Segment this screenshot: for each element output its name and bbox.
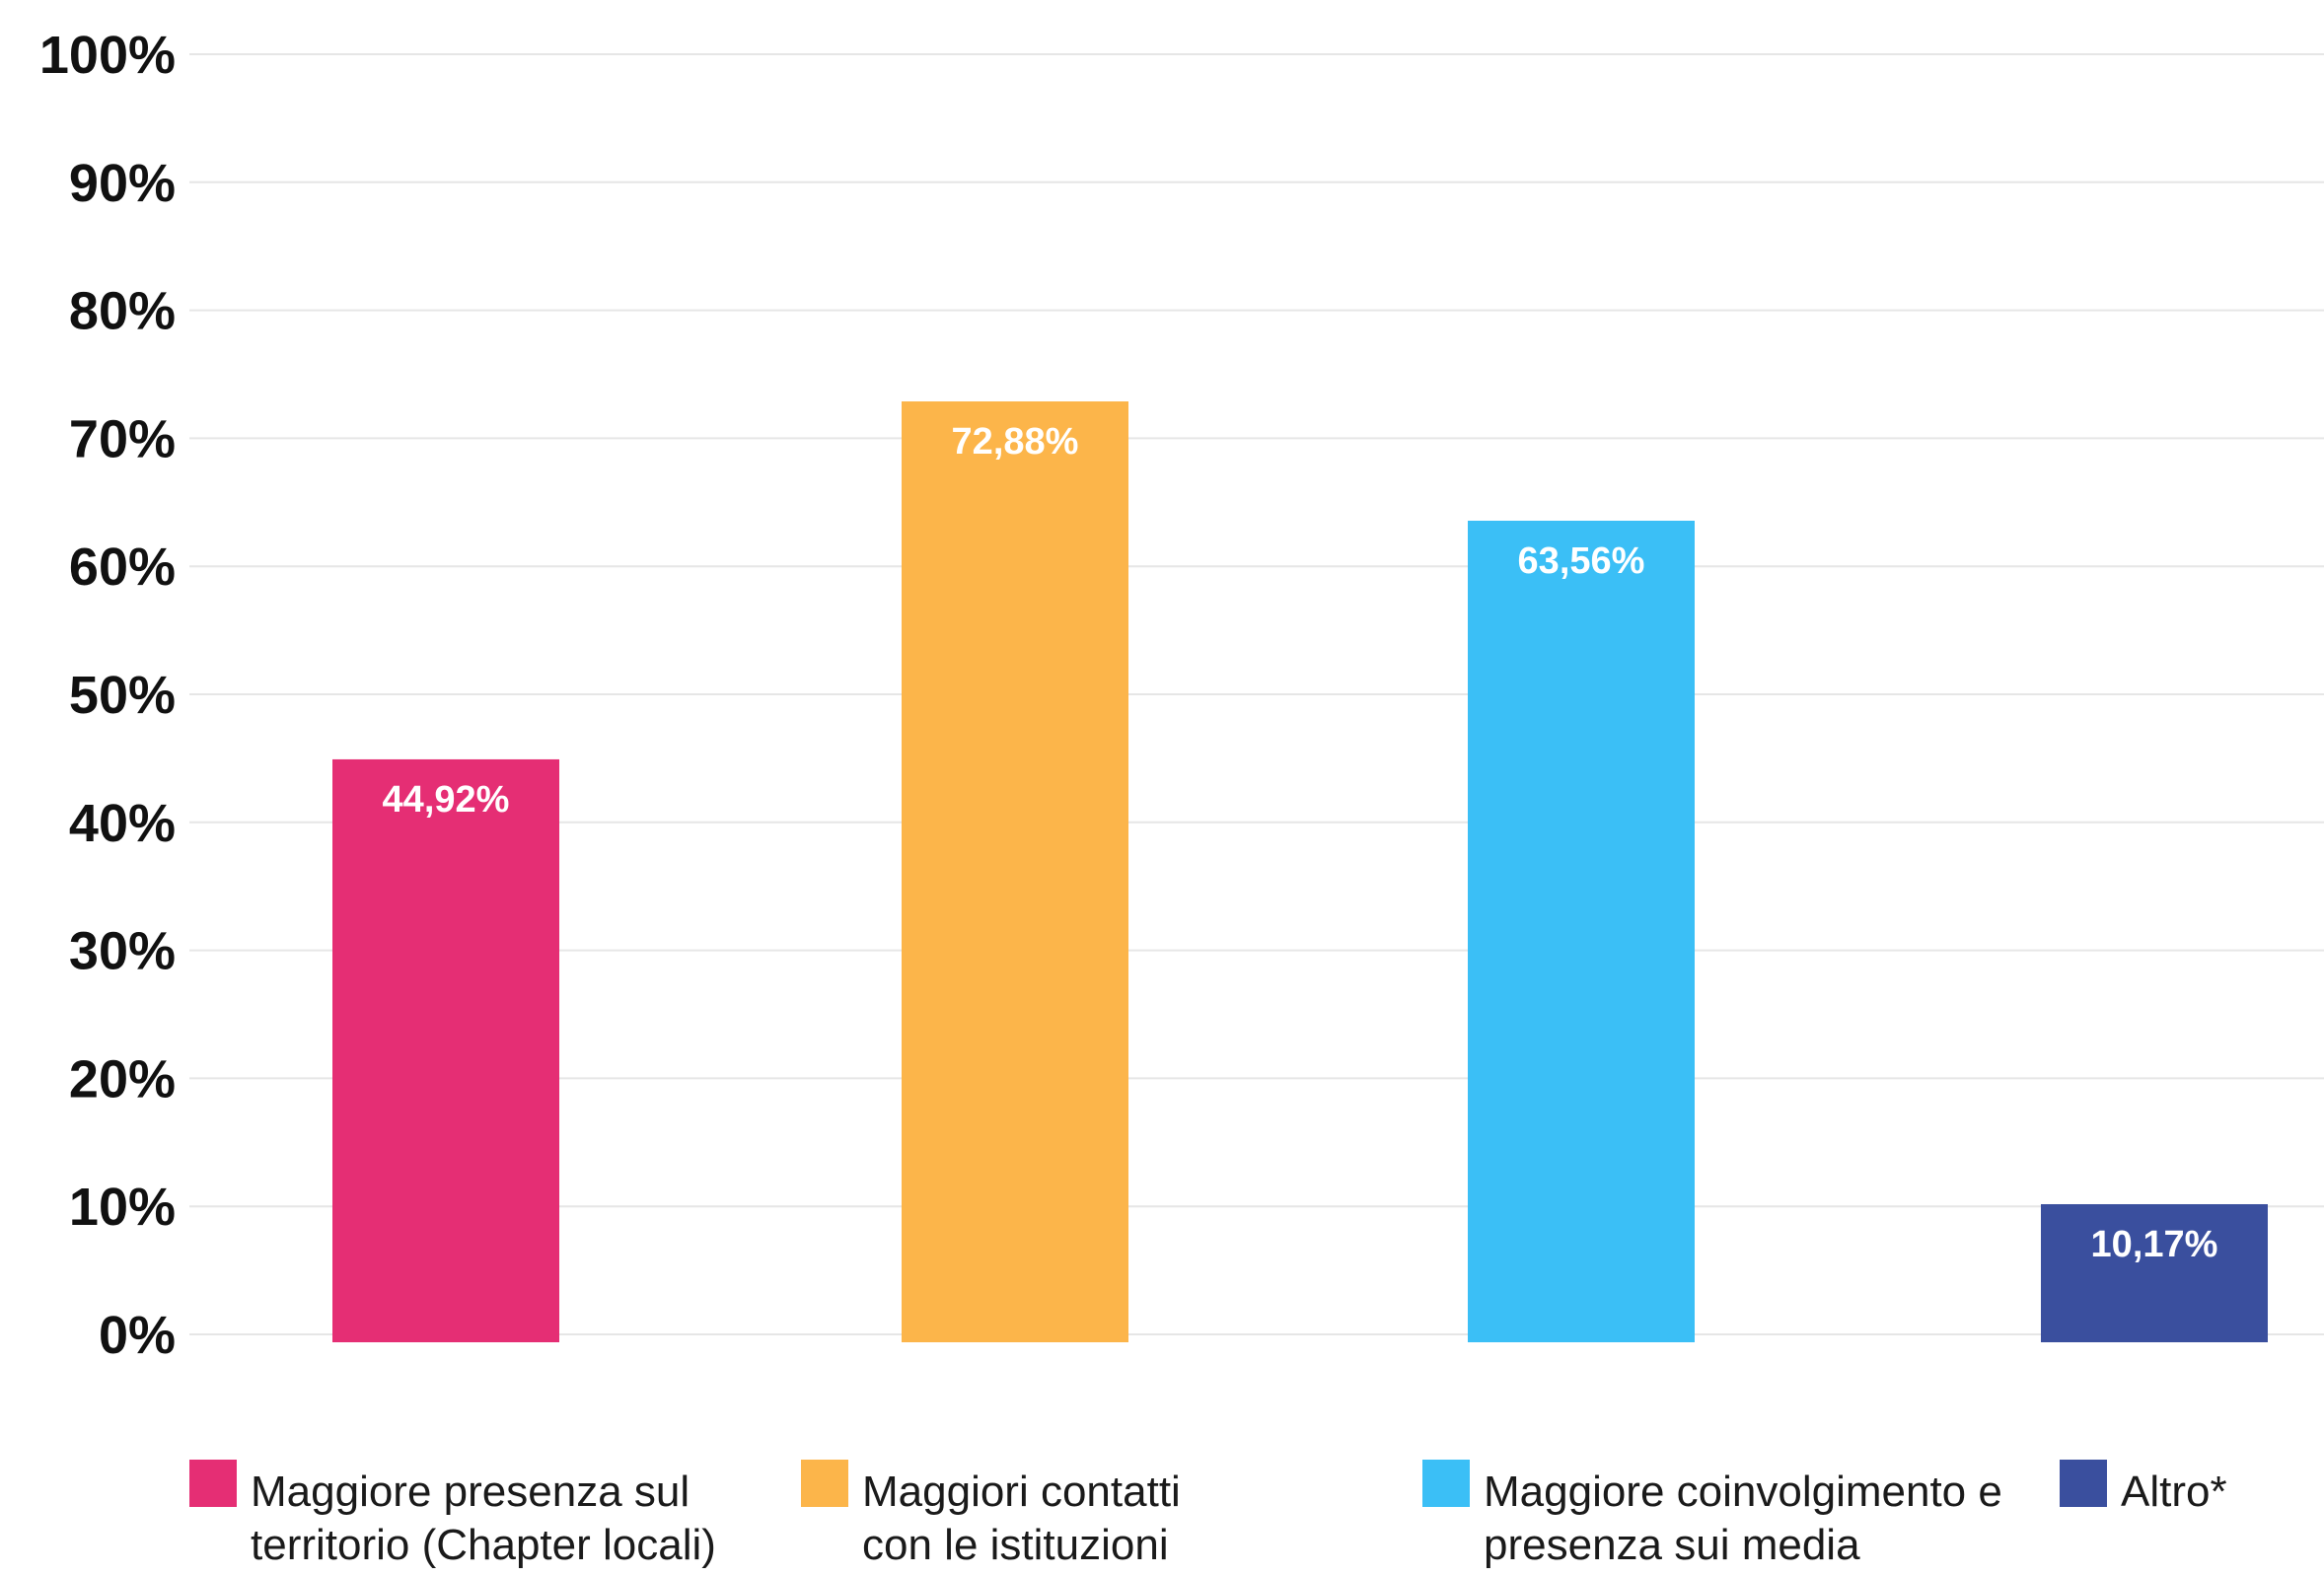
legend-item: Maggiori contatti con le istituzioni — [801, 1460, 1181, 1569]
bar — [332, 758, 559, 1342]
y-tick-label: 10% — [69, 1178, 176, 1237]
legend-label: Altro* — [2121, 1468, 2227, 1516]
y-tick-label: 0% — [99, 1306, 176, 1365]
bar — [1468, 520, 1695, 1342]
legend-label: territorio (Chapter locali) — [251, 1521, 716, 1569]
y-tick-label: 50% — [69, 666, 176, 725]
legend-label: presenza sui media — [1484, 1521, 1860, 1569]
bar-value-label: 10,17% — [2091, 1224, 2218, 1265]
legend-label: con le istituzioni — [862, 1521, 1169, 1569]
y-axis-ticks: 0% 10% 20% 30% 40% 50% 60% 70% 80% 90% 100% — [39, 26, 176, 1365]
y-tick-label: 70% — [69, 409, 176, 468]
bar-value-label: 63,56% — [1518, 540, 1645, 582]
bar-value-label: 72,88% — [952, 421, 1079, 463]
legend-swatch — [2060, 1460, 2107, 1507]
y-tick-label: 20% — [69, 1049, 176, 1109]
y-tick-label: 40% — [69, 794, 176, 853]
y-tick-label: 80% — [69, 282, 176, 341]
bar — [902, 401, 1128, 1343]
legend-swatch — [189, 1460, 237, 1507]
legend-label: Maggiore coinvolgimento e — [1484, 1468, 2002, 1516]
y-tick-label: 90% — [69, 154, 176, 213]
legend-item: Maggiore presenza sul territorio (Chapter… — [189, 1460, 716, 1569]
legend-label: Maggiori contatti — [862, 1468, 1181, 1516]
bar-value-label: 44,92% — [383, 779, 510, 821]
y-tick-label: 100% — [39, 26, 176, 85]
y-tick-label: 60% — [69, 537, 176, 597]
legend-swatch — [1422, 1460, 1470, 1507]
bar-data-labels: 44,92% 72,88% 63,56% 10,17% — [383, 421, 2218, 1265]
bar — [2041, 1203, 2268, 1342]
legend: Maggiore presenza sul territorio (Chapter… — [189, 1460, 2227, 1569]
legend-label: Maggiore presenza sul — [251, 1468, 690, 1516]
legend-swatch — [801, 1460, 848, 1507]
y-tick-label: 30% — [69, 922, 176, 981]
legend-item: Maggiore coinvolgimento e presenza sui me… — [1422, 1460, 2002, 1569]
bars — [332, 401, 2268, 1343]
legend-item: Altro* — [2060, 1460, 2227, 1516]
